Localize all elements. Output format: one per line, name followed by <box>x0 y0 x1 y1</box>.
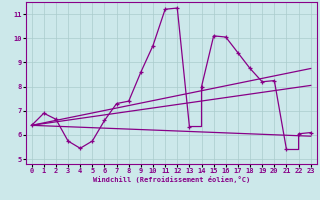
X-axis label: Windchill (Refroidissement éolien,°C): Windchill (Refroidissement éolien,°C) <box>92 176 250 183</box>
